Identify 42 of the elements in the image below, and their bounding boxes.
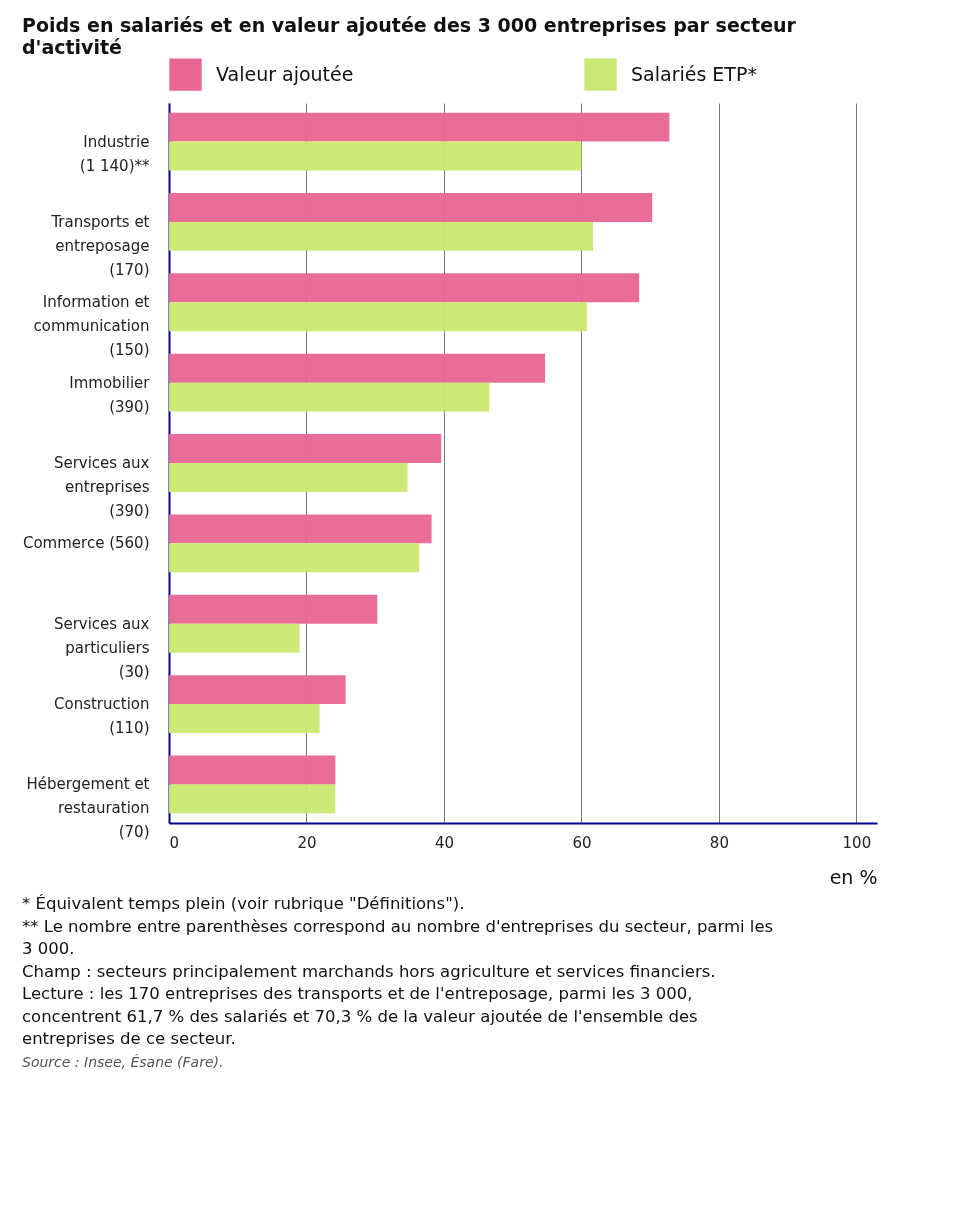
y-tick-label: Commerce (560): [22, 534, 150, 553]
bar: [169, 434, 442, 463]
bar: [169, 273, 640, 303]
legend-label: Valeur ajoutée: [216, 62, 354, 85]
text: Champ : secteurs principalement marchands hors agriculture et services financiers.: [22, 960, 717, 983]
bar: [169, 623, 300, 653]
y-tick-label: Construction (110): [53, 695, 150, 738]
text: Lecture : les 170 entreprises des transports et de l'entreposage, parmi les 3 000, concentrent 61,7 % des salariés et 70,3 % de la valeur ajoutée de l'ensemble des entreprises de ce secteur.: [22, 983, 699, 1050]
bar: [169, 514, 432, 544]
x-tick-label: 0: [169, 833, 180, 852]
bar: [169, 594, 378, 624]
x-tick-label: 100: [842, 833, 872, 852]
bar: [169, 302, 587, 332]
bar: [169, 382, 490, 412]
y-tick-label: Industrie (1 140)**: [79, 132, 150, 175]
x-tick-label: 40: [434, 833, 454, 852]
x-axis-title: en %: [829, 865, 878, 888]
x-tick-label: 20: [297, 833, 317, 852]
source-note: Source : Insee, Ésane (Fare).: [22, 1052, 225, 1072]
chart-title: Poids en salariés et en valeur ajoutée des 3 000 entreprises par secteur d'activité: [22, 14, 797, 58]
y-tick-label: Immobilier (390): [69, 373, 151, 416]
y-tick-label: Hébergement et restauration (70): [26, 775, 150, 842]
bar: [169, 141, 582, 171]
text: * Équivalent temps plein (voir rubrique "Définitions").: [22, 893, 466, 915]
y-tick-label: Information et communication (150): [33, 293, 150, 360]
legend-label: Salariés ETP*: [631, 62, 757, 85]
bar: [169, 543, 420, 573]
text: ** Le nombre entre parenthèses correspond au nombre d'entreprises du secteur, parmi les 3 000.: [22, 915, 775, 960]
bar: [169, 784, 336, 814]
x-tick-label: 60: [572, 833, 592, 852]
bar: [169, 755, 336, 785]
x-tick-label: 80: [709, 833, 729, 852]
bar: [169, 704, 320, 733]
y-tick-label: Transports et entreposage (170): [50, 212, 150, 279]
bar: [169, 675, 346, 705]
bar: [169, 353, 545, 383]
bar: [169, 221, 594, 251]
bar: [169, 112, 670, 142]
y-tick-label: Services aux entreprises (390): [53, 454, 150, 520]
y-tick-label: Services aux particuliers (30): [53, 614, 150, 681]
bar: [169, 463, 408, 492]
bar: [169, 193, 653, 222]
